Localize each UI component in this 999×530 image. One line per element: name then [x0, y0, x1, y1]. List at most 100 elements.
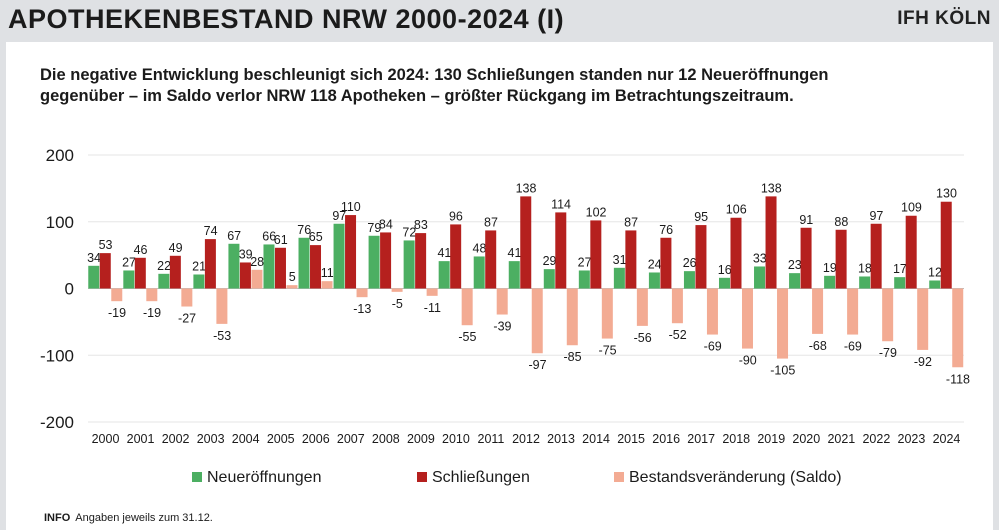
data-label: 130	[936, 187, 957, 201]
bar-saldo	[706, 288, 718, 335]
bar-new	[88, 265, 100, 289]
legend-label: Bestandsveränderung (Saldo)	[629, 469, 842, 486]
data-label: 102	[586, 205, 607, 219]
x-tick-label: 2004	[232, 432, 260, 446]
subtitle-line-1: Die negative Entwicklung beschleunigt si…	[40, 66, 829, 84]
footnote-tag: INFO	[44, 512, 71, 524]
bar-new	[403, 240, 415, 289]
bar-closed	[380, 232, 392, 289]
data-label: 96	[449, 209, 463, 223]
bar-new	[683, 271, 695, 289]
bar-new	[613, 267, 625, 289]
x-tick-label: 2007	[337, 432, 365, 446]
bar-new	[123, 270, 135, 289]
bar-closed	[730, 217, 742, 289]
x-tick-label: 2020	[792, 432, 820, 446]
bar-closed	[345, 215, 357, 289]
bar-new	[438, 261, 450, 289]
data-label: -13	[353, 302, 371, 316]
bar-closed	[415, 233, 427, 289]
data-label: 21	[192, 259, 206, 273]
data-label: 49	[169, 241, 183, 255]
bar-new	[473, 256, 485, 289]
bar-saldo	[216, 288, 228, 324]
bar-new	[929, 280, 941, 289]
data-label: -69	[704, 340, 722, 354]
x-tick-label: 2008	[372, 432, 400, 446]
bar-closed	[590, 220, 602, 289]
bar-closed	[99, 253, 111, 289]
bar-saldo	[847, 288, 859, 335]
bar-closed	[835, 229, 847, 289]
footnote-text: Angaben jeweils zum 31.12.	[75, 512, 213, 524]
bar-saldo	[356, 288, 368, 298]
data-label: -19	[108, 306, 126, 320]
data-label: 46	[134, 243, 148, 257]
bar-saldo	[286, 285, 298, 289]
bar-new	[543, 269, 555, 289]
data-label: 27	[122, 255, 136, 269]
bar-closed	[800, 227, 812, 289]
legend-swatch	[417, 472, 427, 482]
data-label: 19	[823, 261, 837, 275]
page-title: APOTHEKENBESTAND NRW 2000-2024 (I)	[8, 4, 565, 34]
bar-closed	[765, 196, 777, 289]
data-label: -19	[143, 306, 161, 320]
data-label: 48	[473, 241, 487, 255]
data-label: 18	[858, 261, 872, 275]
data-label: -97	[528, 358, 546, 372]
bar-saldo	[917, 288, 929, 350]
bar-closed	[625, 230, 637, 289]
data-label: 16	[718, 263, 732, 277]
x-tick-label: 2015	[617, 432, 645, 446]
bar-saldo	[251, 269, 263, 289]
data-label: -56	[634, 331, 652, 345]
legend-label: Schließungen	[432, 469, 530, 486]
bar-new	[894, 277, 906, 289]
x-tick-label: 2021	[827, 432, 855, 446]
bar-new	[718, 277, 730, 289]
brand-logo: IFH KÖLN	[897, 8, 991, 29]
data-label: -11	[424, 301, 441, 315]
bar-saldo	[146, 288, 158, 302]
bar-closed	[450, 224, 462, 289]
legend-swatch	[192, 472, 202, 482]
bar-saldo	[952, 288, 964, 368]
bar-closed	[239, 262, 251, 289]
bar-saldo	[321, 281, 333, 289]
data-label: 24	[648, 257, 662, 271]
data-label: -55	[458, 330, 476, 344]
data-label: 11	[321, 266, 334, 280]
legend-swatch	[614, 472, 624, 482]
data-label: -39	[493, 320, 511, 334]
data-label: -52	[669, 328, 687, 342]
data-label: 110	[341, 200, 361, 214]
data-label: -105	[770, 364, 795, 378]
data-label: 31	[613, 253, 627, 267]
x-tick-label: 2023	[898, 432, 926, 446]
data-label: 39	[239, 247, 253, 261]
bar-saldo	[496, 288, 508, 315]
bar-saldo	[671, 288, 683, 324]
x-tick-label: 2010	[442, 432, 470, 446]
bar-closed	[520, 196, 532, 289]
data-label: 22	[157, 259, 171, 273]
data-label: 114	[551, 197, 571, 211]
bar-saldo	[636, 288, 648, 326]
chart-subtitle: Die negative Entwicklung beschleunigt si…	[40, 65, 980, 107]
x-tick-label: 2003	[197, 432, 225, 446]
bar-new	[368, 235, 380, 289]
data-label: 72	[402, 225, 416, 239]
data-label: -27	[178, 312, 196, 326]
bar-closed	[485, 230, 497, 289]
content-panel: Die negative Entwicklung beschleunigt si…	[6, 42, 993, 530]
y-tick-label: 200	[46, 146, 74, 165]
data-label: 91	[799, 213, 813, 227]
data-label: 61	[274, 233, 288, 247]
bar-saldo	[111, 288, 123, 302]
data-label: 95	[694, 210, 708, 224]
data-label: 34	[87, 251, 101, 265]
data-label: 17	[893, 262, 907, 276]
header-bar: APOTHEKENBESTAND NRW 2000-2024 (I) IFH K…	[0, 0, 999, 42]
bar-closed	[660, 237, 672, 289]
